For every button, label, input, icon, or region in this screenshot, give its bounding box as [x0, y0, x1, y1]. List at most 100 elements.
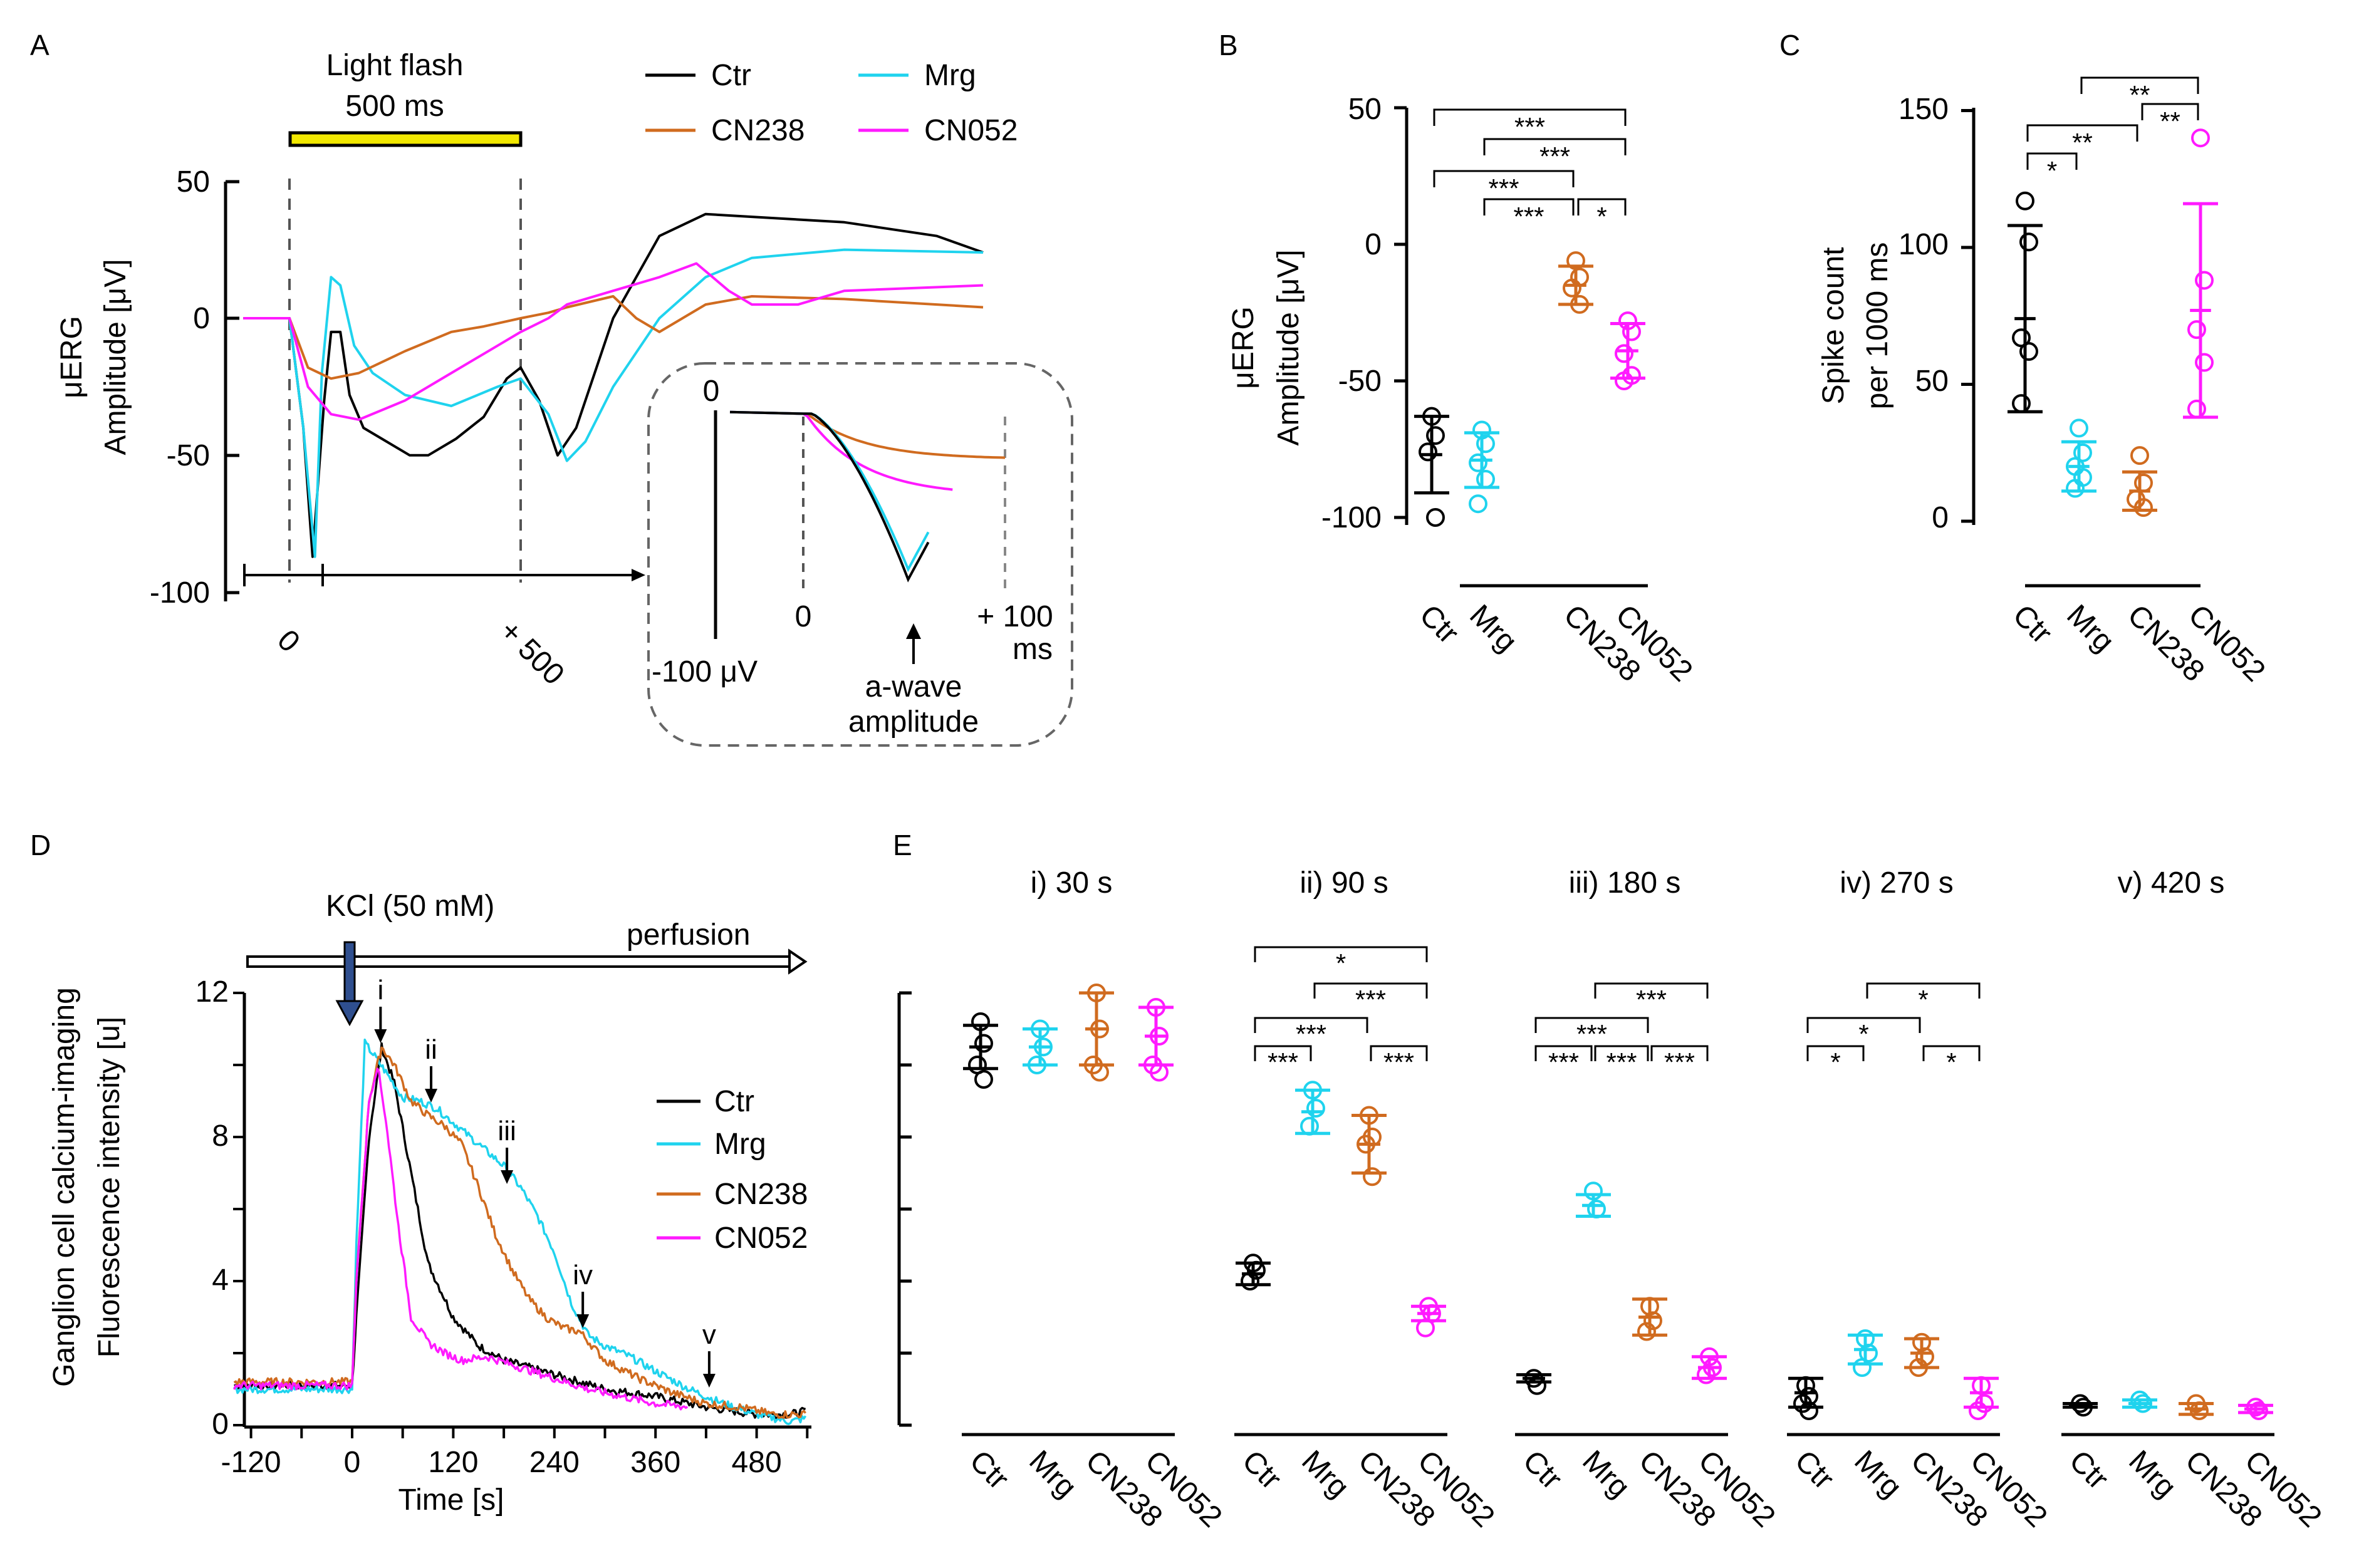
e-point-cn052 [2246, 1398, 2265, 1417]
a-traces [243, 212, 984, 558]
kcl-arrow [343, 941, 356, 1006]
b-sig-bracket [1433, 108, 1627, 126]
c-point-cn052 [2195, 353, 2214, 372]
e-xlabel-ctr: Ctr [1788, 1444, 1840, 1496]
d-xtick: 120 [428, 1446, 478, 1479]
e-xlabel-mrg: Mrg [2122, 1444, 2182, 1504]
c-point-ctr [2019, 232, 2038, 252]
panel-letter-d: D [30, 829, 51, 861]
d-xtick: 360 [630, 1446, 680, 1479]
b-xlabel-mrg: Mrg [1463, 598, 1523, 658]
e-sig-stars: *** [1576, 1019, 1607, 1049]
inset-x0-label: 0 [795, 600, 812, 633]
d-legend-ctr: Ctr [714, 1085, 754, 1118]
e-sig-bracket [1254, 1017, 1368, 1033]
d-xtick: 240 [529, 1446, 580, 1479]
a-legend-mrg: Mrg [924, 59, 976, 92]
d-legend-cn238: CN238 [714, 1178, 808, 1211]
e-sig-bracket [1370, 1045, 1428, 1061]
c-point-cn238 [2134, 473, 2153, 492]
inset-x100-label-1: + 100 [977, 600, 1053, 633]
inset-arrow-label-2: amplitude [848, 705, 979, 739]
a-ytick-50: 50 [177, 165, 210, 199]
a-xtick-0: 0 [271, 623, 306, 658]
d-ytick-12: 12 [195, 975, 229, 1009]
panel-letter-c: C [1779, 29, 1800, 61]
e-sig-bracket [1534, 1045, 1593, 1061]
b-ytick-0: 0 [1365, 228, 1382, 261]
a-ylabel-2: Amplitude [μV] [99, 259, 132, 455]
e-point-cn238 [1363, 1167, 1382, 1186]
inset-bottom-label: -100 μV [652, 655, 758, 688]
e-point-cn238 [1643, 1311, 1662, 1331]
a-legend-ctr: Ctr [711, 59, 751, 92]
e-point-ctr [974, 1034, 993, 1053]
e-sig-bracket [1254, 1045, 1312, 1061]
inset-arrow-label-1: a-wave [865, 670, 962, 704]
e-sig-bracket [1806, 1045, 1865, 1061]
e-sig-stars: * [1336, 948, 1346, 978]
e-sig-stars: *** [1268, 1047, 1298, 1077]
e-xlabel-mrg: Mrg [1023, 1444, 1083, 1504]
e-xlabel-ctr: Ctr [963, 1444, 1015, 1496]
c-point-cn238 [2130, 446, 2149, 465]
a-inset-frame [647, 362, 1073, 747]
e-point-cn052 [1969, 1401, 1987, 1420]
a-legend-cn052: CN052 [924, 114, 1018, 147]
e-xlabel-mrg: Mrg [1576, 1444, 1636, 1504]
b-point-mrg [1476, 469, 1495, 489]
panel-d: Ganglion cell calcium-imaging Fluorescen… [48, 890, 811, 1517]
a-inset-traces [729, 410, 1006, 583]
b-sig-bracket [1577, 198, 1627, 215]
c-ylabel-2: per 1000 ms [1861, 242, 1894, 410]
d-trace-mrg [233, 1038, 807, 1425]
d-ytick-8: 8 [212, 1119, 229, 1153]
b-point-cn052 [1622, 322, 1641, 341]
e-point-cn052 [2249, 1401, 2268, 1420]
d-timepoint-iii: iii [497, 1116, 516, 1146]
b-point-cn052 [1615, 371, 1633, 390]
c-point-mrg [2066, 479, 2085, 498]
c-ytick-50: 50 [1915, 365, 1949, 398]
c-point-cn052 [2187, 399, 2206, 418]
c-sig-stars: ** [2130, 80, 2150, 110]
e-sig-bracket [1806, 1017, 1921, 1033]
a-legend-cn238: CN238 [711, 114, 805, 147]
e-sig-stars: *** [1296, 1019, 1326, 1049]
e-point-mrg [1306, 1099, 1325, 1118]
d-timepoint-ii: ii [425, 1034, 437, 1065]
light-flash-bar [288, 131, 523, 147]
kcl-label: KCl (50 mM) [326, 890, 494, 923]
e-sig-bracket [1650, 1045, 1709, 1061]
b-ytick-minus100: -100 [1321, 501, 1382, 534]
c-sig-stars: * [2047, 156, 2057, 185]
a-trace-ctr [243, 212, 984, 558]
c-sig-bracket [2080, 76, 2199, 94]
inset-trace-ctr [729, 410, 930, 583]
e-subpanel-title: iii) 180 s [1569, 866, 1681, 900]
d-xtick: -120 [221, 1446, 281, 1479]
d-trace-cn052 [233, 1067, 689, 1411]
e-sig-bracket [1594, 982, 1709, 999]
b-sig-bracket [1483, 198, 1575, 215]
e-xlabel-ctr: Ctr [2063, 1444, 2115, 1496]
b-sig-stars: *** [1539, 142, 1570, 171]
d-xtick: 0 [344, 1446, 361, 1479]
a-ytick-minus50: -50 [167, 439, 210, 472]
b-point-ctr [1426, 426, 1445, 445]
panel-letter-e: E [893, 829, 912, 861]
c-ytick-0: 0 [1932, 501, 1949, 534]
d-ylabel-2: Fluorescence intensity [u] [93, 1017, 126, 1358]
a-ytick-minus100: -100 [150, 576, 210, 610]
a-ytick-0: 0 [193, 302, 210, 335]
c-point-cn052 [2195, 271, 2214, 290]
b-sig-stars: *** [1514, 112, 1545, 142]
